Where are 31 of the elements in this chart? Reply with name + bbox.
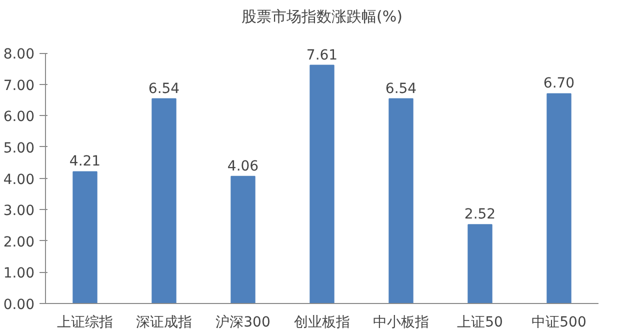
x-tick-label: 中小板指: [373, 314, 429, 330]
y-tick-label: 7.00: [3, 78, 34, 94]
x-tick-label: 上证50: [457, 314, 503, 330]
y-tick-label: 5.00: [3, 140, 34, 156]
bar: [388, 98, 414, 304]
data-label: 7.61: [306, 47, 338, 64]
bar: [310, 64, 334, 304]
y-tick-label: 4.00: [3, 172, 34, 188]
bar: [468, 224, 492, 304]
x-tick-label: 深证成指: [136, 314, 192, 330]
bar: [230, 176, 256, 304]
y-tick-label: 2.00: [3, 234, 34, 250]
data-label: 6.70: [543, 76, 575, 92]
data-label: 6.54: [148, 80, 180, 97]
y-tick-label: 8.00: [3, 46, 34, 63]
x-tick-label: 创业板指: [294, 314, 350, 330]
data-label: 4.06: [227, 158, 259, 174]
chart-title: 股票市场指数涨跌幅(%): [242, 8, 402, 26]
y-tick-label: 0.00: [3, 297, 34, 313]
x-tick-label: 沪深300: [216, 314, 270, 330]
x-tick-label: 中证500: [532, 314, 586, 330]
x-tick-label: 上证综指: [57, 314, 113, 330]
bar: [152, 98, 176, 304]
y-tick-label: 1.00: [3, 266, 34, 282]
data-label: 4.21: [69, 154, 101, 170]
bar: [546, 93, 572, 304]
y-tick-label: 6.00: [3, 109, 34, 126]
data-label: 6.54: [385, 80, 417, 97]
bar: [72, 171, 98, 304]
y-tick-label: 3.00: [3, 203, 34, 220]
data-label: 2.52: [464, 206, 496, 223]
